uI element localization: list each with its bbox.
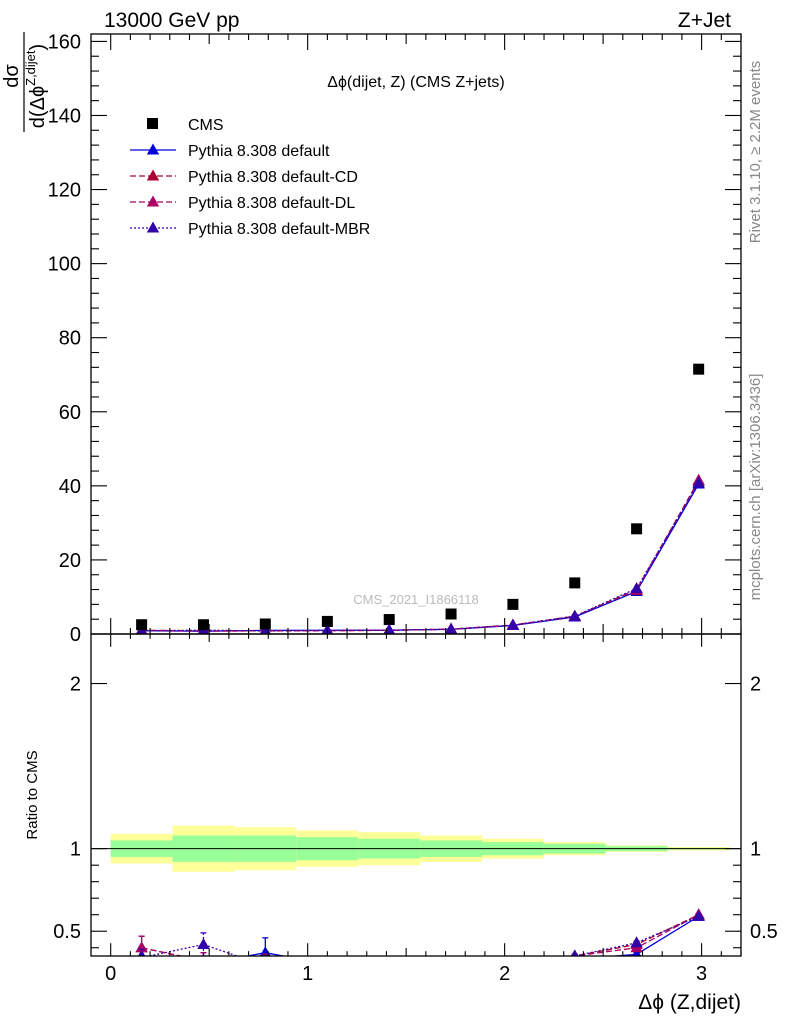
main-marker-mc-4 (506, 618, 520, 630)
ratio-uncertainty-bands (91, 825, 741, 872)
main-line-1 (141, 483, 700, 632)
y-axis-label-ratio: Ratio to CMS (24, 750, 41, 839)
y-tick-label-main: 0 (70, 624, 81, 646)
main-marker-cms (321, 615, 333, 627)
ratio-marker-mc-2 (383, 964, 395, 975)
ratio-marker-mc-4 (259, 959, 271, 970)
ratio-marker-mc-1 (445, 969, 457, 980)
ratio-line-4 (146, 915, 699, 956)
y-tick-label-main: 80 (59, 328, 81, 350)
y-tick-label-main: 100 (48, 254, 81, 276)
y-tick-label-main: 120 (48, 180, 81, 202)
main-marker-mc-4 (383, 623, 395, 634)
ratio-plot-data (135, 908, 705, 980)
y-tick-label-main: 160 (48, 31, 81, 53)
y-tick-label-ratio-right: 2 (750, 674, 761, 696)
main-marker-mc-4 (444, 622, 458, 634)
main-marker-mc-4 (630, 581, 643, 593)
y-tick-label-main: 60 (59, 402, 81, 424)
analysis-watermark: CMS_2021_I1866118 (353, 592, 479, 607)
y-tick-label-ratio-right: 0.5 (750, 921, 778, 943)
legend-marker-mc (146, 143, 160, 155)
y-tick-label-main: 20 (59, 550, 81, 572)
main-line-3 (141, 480, 700, 632)
legend-label: Pythia 8.308 default-MBR (188, 221, 370, 238)
plot-title: Δϕ(dijet, Z) (CMS Z+jets) (327, 74, 504, 91)
main-marker-cms (259, 618, 271, 630)
ratio-marker-mc-4 (630, 936, 643, 948)
ratio-marker-mc-3 (321, 963, 333, 974)
ratio-marker-mc-3 (383, 964, 395, 975)
legend-marker-mc (146, 195, 160, 207)
main-line-2 (141, 479, 700, 632)
x-tick-label: 3 (696, 963, 707, 985)
ratio-marker-mc-4 (571, 949, 579, 956)
legend-marker-mc (146, 169, 160, 181)
ratio-line-3 (141, 914, 699, 956)
y-tick-label-ratio-left: 2 (70, 674, 81, 696)
main-marker-cms (569, 577, 581, 589)
x-tick-label: 0 (105, 963, 116, 985)
ratio-marker-mc-2 (321, 963, 333, 974)
ratio-line-1 (141, 915, 699, 956)
legend-entry: Pythia 8.308 default-MBR (130, 221, 370, 238)
legend-marker-mc (146, 221, 160, 233)
y-tick-label-main: 40 (59, 476, 81, 498)
ratio-marker-mc-4 (197, 937, 210, 949)
x-axis-label: Δϕ (Z,dijet) (638, 991, 741, 1014)
main-marker-cms (197, 619, 209, 631)
ratio-marker-mc-3 (259, 956, 271, 967)
legend-label: Pythia 8.308 default-DL (188, 195, 355, 212)
rivet-version-label: Rivet 3.1.10, ≥ 2.2M events (747, 61, 764, 244)
ratio-marker-mc-4 (321, 961, 333, 972)
mcplots-label: mcplots.cern.ch [arXiv:1306.3436] (747, 374, 764, 601)
legend-label: Pythia 8.308 default-CD (188, 169, 358, 186)
ratio-marker-mc-3 (135, 941, 148, 953)
legend-entry: Pythia 8.308 default-DL (130, 195, 355, 212)
main-marker-cms (136, 619, 148, 631)
energy-label: 13000 GeV pp (104, 9, 239, 32)
legend: CMS Pythia 8.308 default Pythia 8.308 defa… (130, 117, 370, 238)
main-line-4 (141, 482, 700, 632)
ratio-marker-mc-1 (383, 963, 395, 974)
axis-ticks: 0 1 2 3 0 20 40 60 80 100 120 140 160 0.5 0.5 1 1 2 2 (48, 31, 778, 985)
y-tick-label-ratio-left: 0.5 (53, 921, 81, 943)
main-marker-mc-4 (568, 609, 581, 621)
y-tick-label-ratio-right: 1 (750, 839, 761, 861)
x-tick-label: 1 (302, 963, 313, 985)
ratio-marker-mc-2 (259, 956, 271, 967)
y-tick-label-main: 140 (48, 105, 81, 127)
svg-text:dσ: dσ (1, 64, 23, 88)
y-tick-label-ratio-left: 1 (70, 839, 81, 861)
ratio-marker-mc-4 (692, 909, 705, 921)
ratio-marker-mc-1 (197, 958, 209, 969)
ratio-marker-mc-1 (321, 958, 333, 969)
ratio-marker-mc-4 (383, 964, 395, 975)
legend-label: Pythia 8.308 default (188, 143, 330, 160)
process-label: Z+Jet (678, 9, 731, 32)
legend-entry: CMS (147, 117, 224, 134)
x-tick-label: 2 (499, 963, 510, 985)
ratio-line-2 (141, 914, 699, 956)
main-marker-cms (631, 523, 643, 535)
main-marker-cms (383, 614, 395, 626)
legend-label: CMS (188, 117, 224, 134)
main-marker-cms (445, 608, 457, 620)
main-marker-mc-4 (692, 476, 705, 488)
ratio-marker-mc-2 (445, 968, 457, 979)
main-marker-cms (693, 363, 705, 375)
legend-entry: Pythia 8.308 default-CD (130, 169, 358, 186)
legend-entry: Pythia 8.308 default (130, 143, 330, 160)
ratio-plot-frame (90, 633, 742, 957)
y-axis-label-main: dσ d(ΔϕZ,dijet) (1, 32, 49, 132)
ratio-marker-mc-4 (138, 951, 145, 956)
legend-marker-cms (147, 118, 158, 129)
svg-text:d(ΔϕZ,dijet): d(ΔϕZ,dijet) (23, 44, 49, 128)
main-marker-cms (507, 598, 519, 610)
ratio-marker-mc-3 (445, 968, 457, 979)
ratio-marker-mc-4 (445, 968, 457, 979)
